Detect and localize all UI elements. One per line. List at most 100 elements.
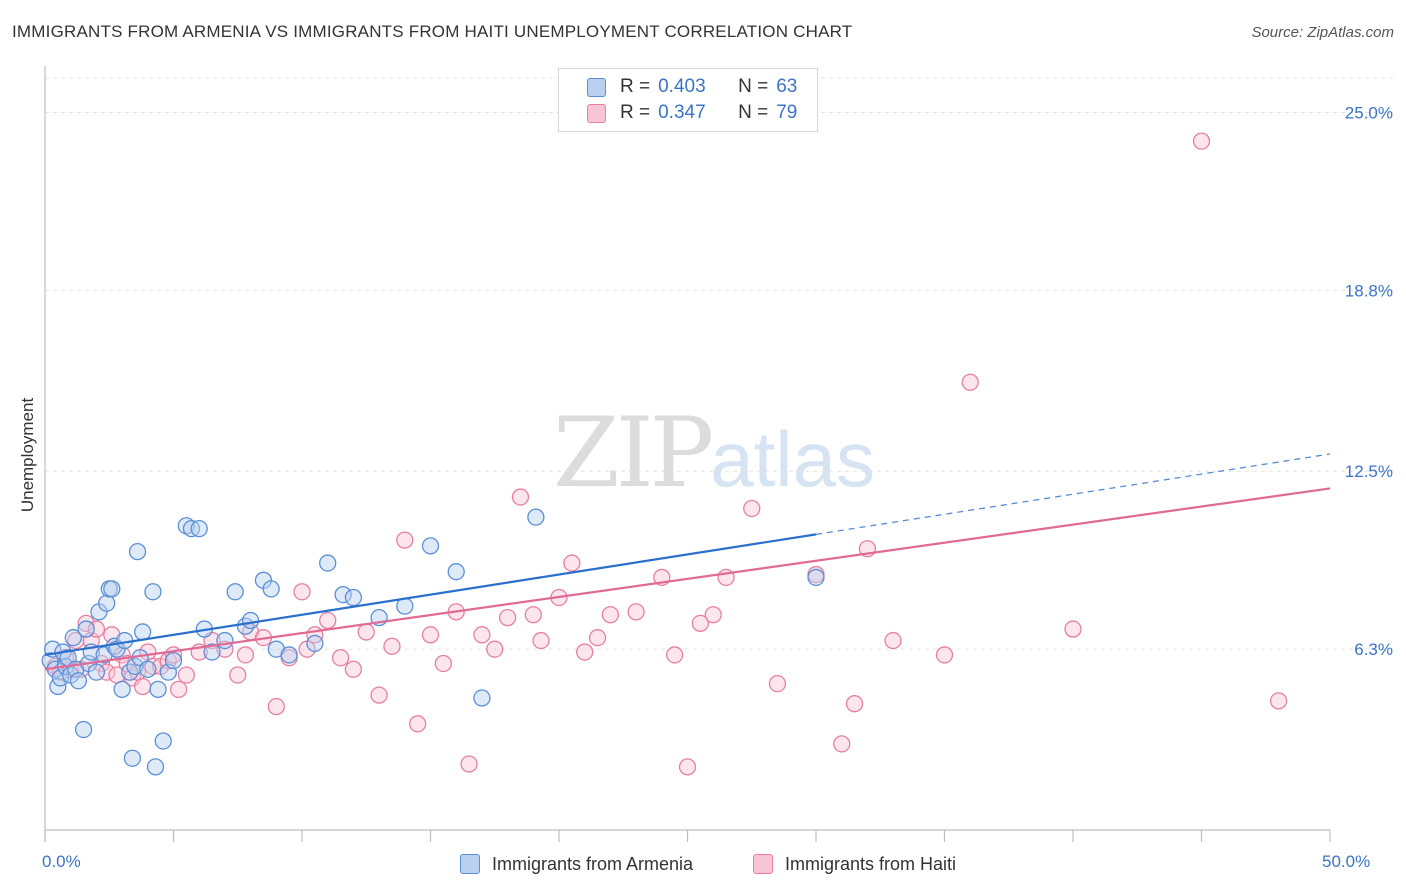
data-point [74, 720, 93, 739]
armenia-trend-line [44, 533, 817, 657]
data-point [845, 695, 864, 713]
armenia-r-value: 0.403 [658, 76, 706, 97]
y-tick-label: 25.0% [1345, 103, 1393, 122]
x-tick-label-min: 0.0% [42, 852, 81, 871]
data-point [293, 583, 311, 601]
armenia-trend-extension [815, 453, 1331, 536]
data-point [103, 580, 121, 598]
data-point [154, 732, 172, 750]
data-point [383, 637, 401, 655]
data-point [833, 735, 851, 753]
data-point [177, 666, 196, 684]
data-point [126, 657, 144, 676]
haiti-n-value: 79 [776, 102, 798, 123]
data-point [319, 554, 337, 572]
data-point [678, 758, 697, 776]
data-point [169, 680, 188, 699]
data-point [87, 663, 106, 681]
bottom-armenia-label: Immigrants from Armenia [492, 853, 694, 874]
data-point [334, 585, 352, 604]
x-tick-label-max: 50.0% [1322, 852, 1371, 871]
y-tick-labels: 25.0% 18.8% 12.5% 6.3% [1345, 103, 1393, 659]
legend-row-armenia: R = 0.403 N = 63 [587, 76, 797, 98]
data-point [486, 640, 504, 658]
haiti-points [46, 132, 1288, 776]
data-point [144, 583, 162, 601]
data-point [267, 697, 285, 716]
data-point [344, 660, 363, 678]
data-point [563, 554, 581, 572]
data-point [344, 588, 363, 607]
y-tick-label: 6.3% [1354, 640, 1393, 659]
data-point [190, 519, 208, 538]
stats-legend: R = 0.403 N = 63 R = 0.347 N = 79 [558, 68, 818, 132]
haiti-r-label: R = [620, 102, 651, 123]
data-point [576, 643, 594, 661]
data-point [149, 680, 167, 699]
y-tick-label: 12.5% [1345, 462, 1393, 481]
data-point [768, 674, 787, 693]
data-point [447, 563, 465, 581]
data-point [139, 660, 157, 678]
watermark: ZIPatlas [553, 405, 875, 502]
data-point [226, 583, 244, 601]
legend-row-haiti: R = 0.347 N = 79 [587, 102, 797, 124]
data-point [229, 666, 247, 684]
data-point [704, 606, 722, 624]
data-point [421, 537, 440, 555]
armenia-r-label: R = [620, 76, 651, 97]
data-point [460, 755, 478, 773]
armenia-n-value: 63 [776, 76, 798, 97]
data-point [280, 646, 298, 664]
data-point [146, 758, 165, 776]
data-point [262, 580, 280, 598]
data-point [134, 623, 152, 641]
haiti-trend-line [44, 487, 1331, 671]
haiti-r-value: 0.347 [658, 102, 706, 123]
data-point [527, 508, 545, 526]
data-point [331, 649, 350, 667]
watermark-atlas: atlas [710, 415, 875, 503]
watermark-zip: ZIP [553, 397, 714, 509]
data-point [421, 626, 440, 644]
data-point [203, 643, 221, 661]
trend-lines [44, 453, 1331, 671]
data-point [306, 634, 324, 653]
grid-lines [45, 77, 1395, 650]
data-point [1064, 620, 1082, 638]
bottom-legend-haiti: Immigrants from Haiti [753, 852, 956, 876]
data-point [532, 631, 550, 650]
data-point [473, 689, 491, 707]
data-point [123, 749, 142, 767]
data-point [511, 488, 530, 506]
data-point [164, 652, 183, 670]
data-point [319, 611, 337, 630]
data-point [807, 568, 825, 587]
data-point [666, 646, 684, 664]
axes [44, 66, 1331, 842]
data-point [1269, 692, 1288, 710]
data-point [524, 606, 542, 624]
data-point [113, 680, 131, 699]
data-point [588, 629, 607, 647]
data-point [370, 686, 388, 704]
data-point [961, 373, 979, 391]
data-point [498, 608, 517, 627]
haiti-n-label: N = [738, 102, 769, 123]
data-point [691, 614, 709, 632]
data-point [98, 594, 116, 612]
chart-title: IMMIGRANTS FROM ARMENIA VS IMMIGRANTS FR… [12, 22, 853, 41]
data-point [77, 620, 95, 638]
data-point [134, 677, 152, 696]
data-point [236, 646, 255, 664]
y-tick-label: 18.8% [1345, 281, 1393, 300]
bottom-legend-armenia: Immigrants from Armenia [460, 852, 693, 876]
data-point [216, 631, 234, 650]
data-point [627, 603, 645, 621]
data-point [396, 531, 414, 549]
bottom-haiti-swatch [753, 854, 773, 874]
data-point [357, 623, 375, 641]
data-point [69, 672, 88, 690]
data-point [241, 611, 260, 630]
armenia-n-label: N = [738, 76, 769, 97]
